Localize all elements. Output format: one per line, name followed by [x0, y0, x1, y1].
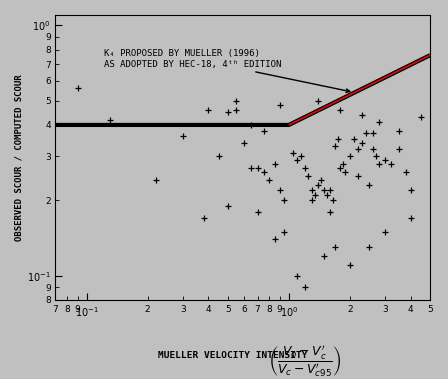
Point — [332, 143, 339, 149]
Point — [376, 161, 383, 167]
Point — [369, 130, 376, 136]
Point — [402, 169, 409, 175]
Point — [233, 107, 240, 113]
Point — [388, 161, 395, 167]
Point — [308, 187, 315, 193]
Point — [293, 157, 301, 163]
Point — [366, 244, 373, 250]
Point — [318, 177, 325, 183]
Point — [289, 150, 297, 156]
Point — [358, 139, 366, 146]
Point — [241, 139, 248, 146]
Point — [180, 133, 187, 139]
Point — [337, 164, 344, 171]
Point — [276, 187, 283, 193]
Point — [362, 130, 369, 136]
Point — [200, 215, 207, 221]
Point — [281, 197, 288, 203]
Point — [332, 244, 339, 250]
Point — [382, 229, 389, 235]
Point — [321, 187, 328, 193]
Point — [346, 262, 353, 268]
Point — [346, 153, 353, 159]
Point — [233, 98, 240, 104]
Point — [407, 187, 414, 193]
Point — [382, 157, 389, 163]
Point — [247, 122, 254, 128]
Y-axis label: OBSERVED SCOUR / COMPUTED SCOUR: OBSERVED SCOUR / COMPUTED SCOUR — [15, 74, 24, 241]
Point — [271, 236, 278, 242]
Point — [350, 136, 358, 143]
Point — [337, 107, 344, 113]
Point — [302, 284, 309, 290]
Point — [224, 203, 232, 209]
Point — [315, 182, 322, 188]
Point — [308, 197, 315, 203]
Point — [152, 177, 159, 183]
Point — [334, 136, 341, 143]
Point — [395, 146, 402, 152]
Point — [293, 273, 301, 279]
Text: $\left(\dfrac{V_o - V_c^{\prime}}{V_c - V_{c95}^{\prime}}\right)$: $\left(\dfrac{V_o - V_c^{\prime}}{V_c - … — [268, 343, 341, 379]
Point — [74, 85, 81, 91]
Point — [305, 173, 312, 179]
Point — [354, 146, 362, 152]
Point — [271, 161, 278, 167]
Text: K₄ PROPOSED BY MUELLER (1996)
AS ADOPTED BY HEC-18, 4ᵗʰ EDITION: K₄ PROPOSED BY MUELLER (1996) AS ADOPTED… — [104, 49, 350, 92]
Point — [358, 111, 366, 117]
Point — [321, 253, 328, 259]
Point — [366, 182, 373, 188]
Point — [106, 117, 113, 123]
Point — [247, 164, 254, 171]
Point — [302, 164, 309, 171]
Point — [339, 161, 346, 167]
Point — [372, 153, 379, 159]
Point — [407, 215, 414, 221]
Point — [327, 209, 334, 215]
Point — [276, 102, 283, 108]
Point — [329, 197, 336, 203]
Point — [324, 192, 331, 198]
Point — [254, 164, 261, 171]
Point — [395, 127, 402, 133]
Point — [315, 98, 322, 104]
Point — [376, 119, 383, 125]
Point — [281, 229, 288, 235]
Text: MUELLER VELOCITY INTENSITY: MUELLER VELOCITY INTENSITY — [158, 351, 308, 360]
Point — [369, 146, 376, 152]
Point — [215, 153, 222, 159]
Point — [312, 192, 319, 198]
Point — [417, 114, 424, 120]
Point — [266, 177, 273, 183]
Point — [254, 209, 261, 215]
Point — [260, 127, 267, 133]
Point — [354, 173, 362, 179]
Point — [260, 169, 267, 175]
Point — [224, 109, 232, 115]
Point — [342, 169, 349, 175]
Point — [327, 187, 334, 193]
Point — [297, 153, 305, 159]
Point — [205, 107, 212, 113]
